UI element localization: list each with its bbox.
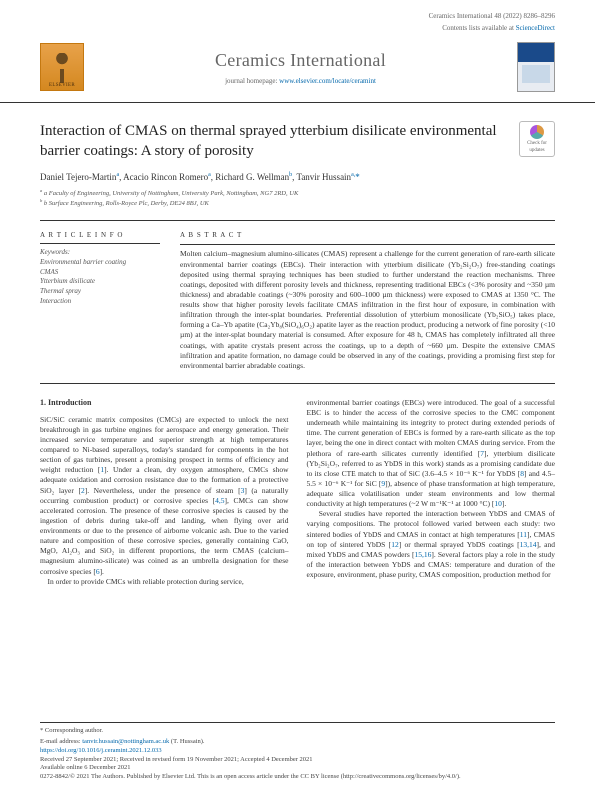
email-label: E-mail address:	[40, 738, 81, 745]
section-number: 1.	[40, 398, 46, 407]
badge-line1: Check for	[527, 141, 547, 146]
body-col-left: 1. Introduction SiC/SiC ceramic matrix c…	[40, 398, 289, 587]
body-columns: 1. Introduction SiC/SiC ceramic matrix c…	[0, 388, 595, 587]
email-who: (T. Hussain).	[171, 738, 205, 745]
title-row: Interaction of CMAS on thermal sprayed y…	[0, 103, 595, 168]
kw-2: Ytterbium disilicate	[40, 277, 160, 287]
body-text-left: SiC/SiC ceramic matrix composites (CMCs)…	[40, 415, 289, 587]
journal-cover-thumb	[517, 42, 555, 92]
abstract-col: A B S T R A C T Molten calcium–magnesium…	[180, 231, 555, 371]
keywords-block: Keywords: Environmental barrier coating …	[40, 248, 160, 307]
citation-line: Ceramics International 48 (2022) 8286–82…	[429, 12, 555, 20]
journal-name: Ceramics International	[98, 50, 503, 71]
footer-block: * Corresponding author. E-mail address: …	[40, 722, 555, 782]
affil-b: b b Surface Engineering, Rolls-Royce Plc…	[40, 198, 555, 208]
header-bar: Ceramics International 48 (2022) 8286–82…	[0, 0, 595, 24]
homepage-label: journal homepage:	[225, 77, 277, 85]
contents-line: Contents lists available at ScienceDirec…	[0, 24, 595, 36]
affil-b-text: b Surface Engineering, Rolls-Royce Plc, …	[44, 200, 209, 207]
contents-label: Contents lists available at	[442, 24, 514, 32]
section-title: Introduction	[48, 398, 91, 407]
kw-3: Thermal spray	[40, 287, 160, 297]
kw-0: Environmental barrier coating	[40, 258, 160, 268]
info-rule	[40, 243, 160, 244]
section-heading: 1. Introduction	[40, 398, 289, 409]
homepage-link[interactable]: www.elsevier.com/locate/ceramint	[279, 77, 376, 85]
article-title: Interaction of CMAS on thermal sprayed y…	[40, 121, 509, 162]
check-updates-badge[interactable]: Check for updates	[519, 121, 555, 157]
journal-homepage: journal homepage: www.elsevier.com/locat…	[98, 77, 503, 85]
kw-4: Interaction	[40, 297, 160, 307]
crossmark-icon	[530, 125, 544, 139]
affiliations: a a Faculty of Engineering, University o…	[0, 188, 595, 217]
email-link[interactable]: tanvir.hussain@nottingham.ac.uk	[82, 738, 169, 745]
kw-1: CMAS	[40, 268, 160, 278]
rule-bottom	[40, 383, 555, 384]
article-info-heading: A R T I C L E I N F O	[40, 231, 160, 239]
body-text-right: environmental barrier coatings (EBCs) we…	[307, 398, 556, 580]
doi-link[interactable]: https://doi.org/10.1016/j.ceramint.2021.…	[40, 747, 162, 754]
doi-line: https://doi.org/10.1016/j.ceramint.2021.…	[40, 747, 555, 756]
email-line: E-mail address: tanvir.hussain@nottingha…	[40, 738, 555, 747]
info-abstract-row: A R T I C L E I N F O Keywords: Environm…	[0, 225, 595, 379]
sciencedirect-link[interactable]: ScienceDirect	[516, 24, 555, 32]
elsevier-logo: ELSEVIER	[40, 43, 84, 91]
available-line: Available online 6 December 2021	[40, 764, 555, 773]
history-line: Received 27 September 2021; Received in …	[40, 756, 555, 765]
keywords-label: Keywords:	[40, 248, 160, 258]
abstract-text: Molten calcium–magnesium alumino-silicat…	[180, 249, 555, 371]
rule-top	[40, 220, 555, 221]
elsevier-tree-icon	[48, 53, 76, 83]
article-info-col: A R T I C L E I N F O Keywords: Environm…	[40, 231, 160, 371]
body-col-right: environmental barrier coatings (EBCs) we…	[307, 398, 556, 587]
abs-rule	[180, 244, 555, 245]
affil-a: a a Faculty of Engineering, University o…	[40, 188, 555, 198]
elsevier-label: ELSEVIER	[49, 83, 75, 88]
journal-center: Ceramics International journal homepage:…	[98, 50, 503, 85]
badge-line2: updates	[529, 148, 544, 153]
abstract-heading: A B S T R A C T	[180, 231, 555, 240]
affil-a-text: a Faculty of Engineering, University of …	[44, 190, 298, 197]
copyright-line: 0272-8842/© 2021 The Authors. Published …	[40, 773, 555, 782]
authors-line: Daniel Tejero-Martina, Acacio Rincon Rom…	[0, 168, 595, 188]
journal-block: ELSEVIER Ceramics International journal …	[0, 36, 595, 103]
contents-text: Contents lists available at ScienceDirec…	[442, 24, 555, 32]
corresponding-author: * Corresponding author.	[40, 727, 555, 736]
